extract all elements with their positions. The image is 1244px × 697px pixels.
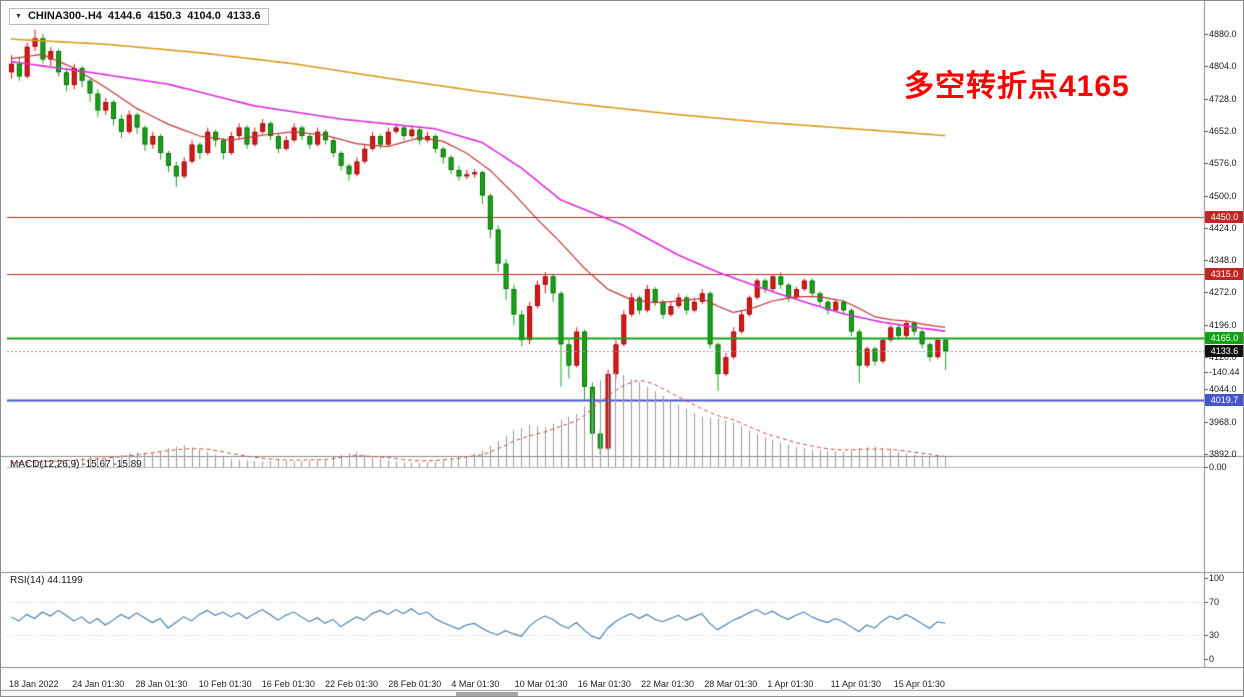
rsi-name: RSI(14)	[10, 575, 45, 586]
time-axis-label: 10 Feb 01:30	[198, 679, 252, 689]
price-axis-tick: 4424.0	[1209, 222, 1237, 233]
symbol-ohlc-label: ▼ CHINA300-.H4 4144.6 4150.3 4104.0 4133…	[9, 8, 269, 25]
price-axis-tick: 4576.0	[1209, 158, 1237, 169]
macd-value-signal: -15.89	[113, 459, 142, 470]
price-axis-tick: 4880.0	[1209, 29, 1237, 39]
price-axis-tick: 4348.0	[1209, 255, 1237, 266]
time-axis-label: 11 Apr 01:30	[830, 679, 881, 689]
pivot-point-annotation: 多空转折点4165	[904, 70, 1130, 103]
ohlc-low: 4104.0	[187, 10, 221, 22]
price-axis-tick: 4652.0	[1209, 125, 1237, 136]
macd-indicator-label: MACD(12,26,9) -15.67 -15.89	[10, 459, 142, 470]
time-axis-label: 28 Feb 01:30	[388, 679, 442, 689]
time-axis-label: 24 Jan 01:30	[72, 679, 125, 689]
rsi-axis-tick: 0	[1209, 654, 1215, 664]
ohlc-high: 4150.3	[147, 10, 182, 22]
price-level-badge: 4315.0	[1205, 268, 1243, 280]
price-axis-tick: 3968.0	[1209, 416, 1237, 427]
scrollbar-handle[interactable]	[456, 692, 518, 696]
macd-name: MACD(12,26,9)	[10, 459, 80, 470]
time-axis-label: 16 Mar 01:30	[577, 679, 631, 689]
price-axis-tick: 4804.0	[1209, 61, 1237, 72]
time-axis-label: 4 Mar 01:30	[451, 679, 500, 689]
price-axis-tick: 3892.0	[1209, 449, 1237, 459]
macd-axis-tick: 0.00	[1209, 462, 1227, 472]
rsi-indicator-label: RSI(14) 44.1199	[10, 575, 83, 586]
time-axis-label: 16 Feb 01:30	[261, 679, 315, 689]
time-axis-label: 28 Jan 01:30	[135, 679, 188, 689]
horizontal-scrollbar[interactable]	[1, 691, 1243, 696]
price-axis-tick: 4500.0	[1209, 190, 1237, 201]
rsi-axis-tick: 30	[1209, 629, 1220, 640]
price-axis-tick: 4728.0	[1209, 93, 1237, 104]
price-axis-tick: 4044.0	[1209, 384, 1237, 395]
price-axis-tick: 4120.0	[1209, 352, 1237, 363]
time-axis-label: 28 Mar 01:30	[704, 679, 758, 689]
symbol-name: CHINA300-.H4	[27, 10, 102, 22]
price-axis-tick: 4272.0	[1209, 287, 1237, 298]
rsi-axis-tick: 70	[1209, 597, 1220, 608]
ohlc-close: 4133.6	[226, 10, 261, 22]
rsi-axis-tick: 100	[1209, 573, 1225, 583]
time-axis-label: 22 Mar 01:30	[641, 679, 695, 689]
macd-axis-tick: -140.44	[1209, 367, 1240, 377]
dropdown-triangle-icon[interactable]: ▼	[15, 12, 22, 20]
time-axis-label: 10 Mar 01:30	[514, 679, 568, 689]
macd-value-main: -15.67	[82, 459, 111, 470]
price-axis-tick: 4196.0	[1209, 319, 1237, 330]
price-level-badge: 4450.0	[1205, 211, 1243, 223]
price-level-badge: 4019.7	[1205, 394, 1243, 406]
time-axis-label: 15 Apr 01:30	[893, 679, 945, 689]
time-axis-label: 18 Jan 2022	[9, 679, 59, 689]
time-axis-label: 1 Apr 01:30	[767, 679, 814, 689]
current-price-badge: 4133.6	[1205, 345, 1243, 357]
rsi-value: 44.1199	[47, 575, 83, 586]
time-axis-label: 22 Feb 01:30	[325, 679, 379, 689]
ohlc-open: 4144.6	[107, 10, 142, 22]
price-level-badge: 4165.0	[1205, 332, 1243, 344]
